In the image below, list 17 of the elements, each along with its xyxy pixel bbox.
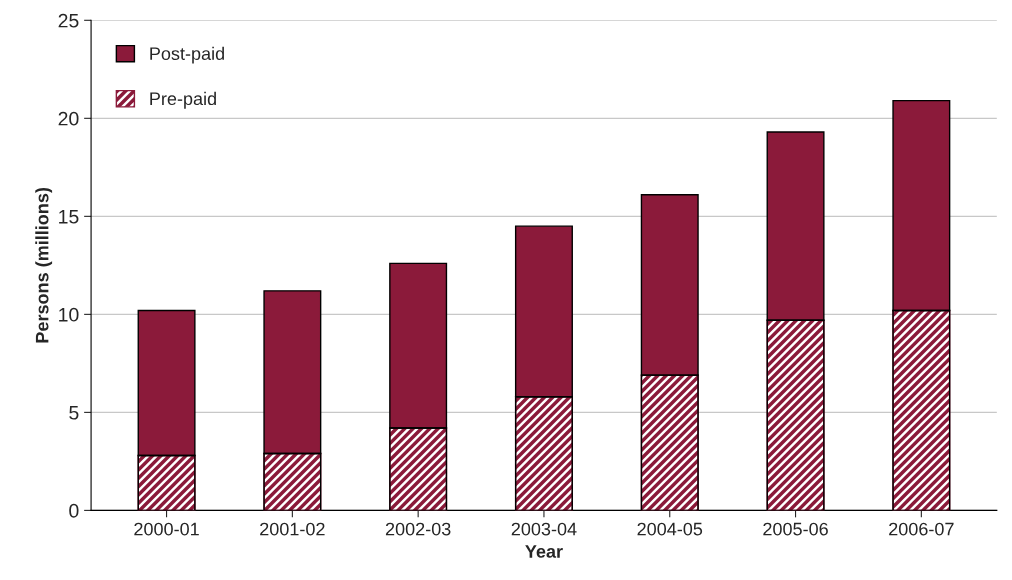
legend-label: Pre-paid <box>150 91 216 109</box>
x-tick-label: 2004-05 <box>637 522 703 536</box>
y-tick-label: 5 <box>69 406 79 420</box>
x-tick-label: 2002-03 <box>385 522 451 536</box>
y-tick-label: 10 <box>59 307 79 322</box>
x-tick-label: 2000-01 <box>134 522 199 536</box>
x-tick-label: 2006-07 <box>889 522 954 536</box>
y-tick-label: 0 <box>69 503 79 518</box>
x-tick-label: 2003-04 <box>511 522 577 536</box>
x-tick-label: 2001-02 <box>260 522 325 536</box>
x-tick-label: 2005-06 <box>763 522 828 536</box>
x-axis-title: Year <box>525 545 563 558</box>
y-tick-label: 25 <box>58 13 79 28</box>
y-tick-label: 20 <box>58 111 79 126</box>
legend-label: Post-paid <box>150 46 224 64</box>
y-tick-label: 15 <box>59 210 79 224</box>
y-axis-title: Persons (millions) <box>35 187 53 343</box>
